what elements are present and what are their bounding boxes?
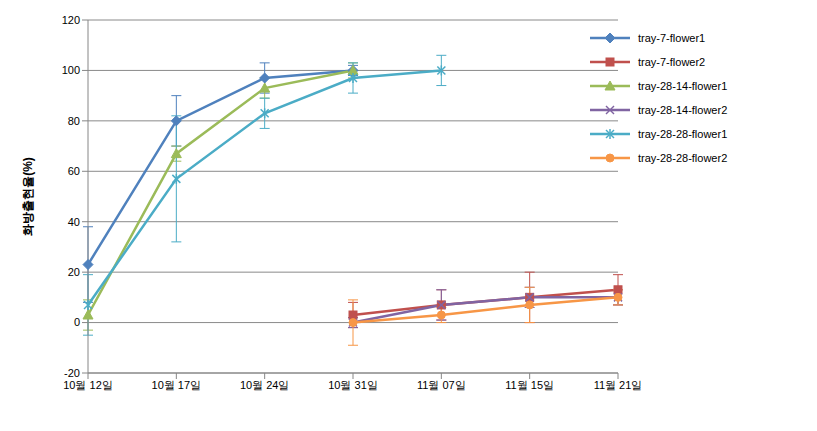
html-text:tray-28-28-flower1: tray-28-28-flower1 (638, 128, 728, 140)
svg-text:10월 17일: 10월 17일 (152, 379, 202, 391)
svg-text:화방출현율(%): 화방출현율(%) (21, 157, 35, 236)
svg-text:120: 120 (62, 14, 80, 26)
svg-text:60: 60 (68, 165, 80, 177)
svg-text:10월 12일: 10월 12일 (63, 379, 113, 391)
svg-text:-20: -20 (64, 367, 80, 379)
svg-text:40: 40 (68, 216, 80, 228)
html-text:tray-7-flower2: tray-7-flower2 (638, 56, 706, 68)
html-text:tray-28-14-flower2: tray-28-14-flower2 (638, 104, 728, 116)
svg-text:80: 80 (68, 115, 80, 127)
svg-text:10월 31일: 10월 31일 (328, 379, 378, 391)
svg-text:20: 20 (68, 266, 80, 278)
svg-text:11월 21일: 11월 21일 (594, 379, 643, 391)
svg-text:0: 0 (74, 316, 80, 328)
svg-text:10월 24일: 10월 24일 (240, 379, 290, 391)
svg-text:11월 07일: 11월 07일 (417, 379, 466, 391)
html-text:tray-28-14-flower1: tray-28-14-flower1 (638, 80, 728, 92)
html-text:tray-7-flower1: tray-7-flower1 (638, 32, 706, 44)
svg-text:100: 100 (62, 64, 80, 76)
html-text:tray-28-28-flower2: tray-28-28-flower2 (638, 152, 728, 164)
svg-text:11월 15일: 11월 15일 (505, 379, 554, 391)
